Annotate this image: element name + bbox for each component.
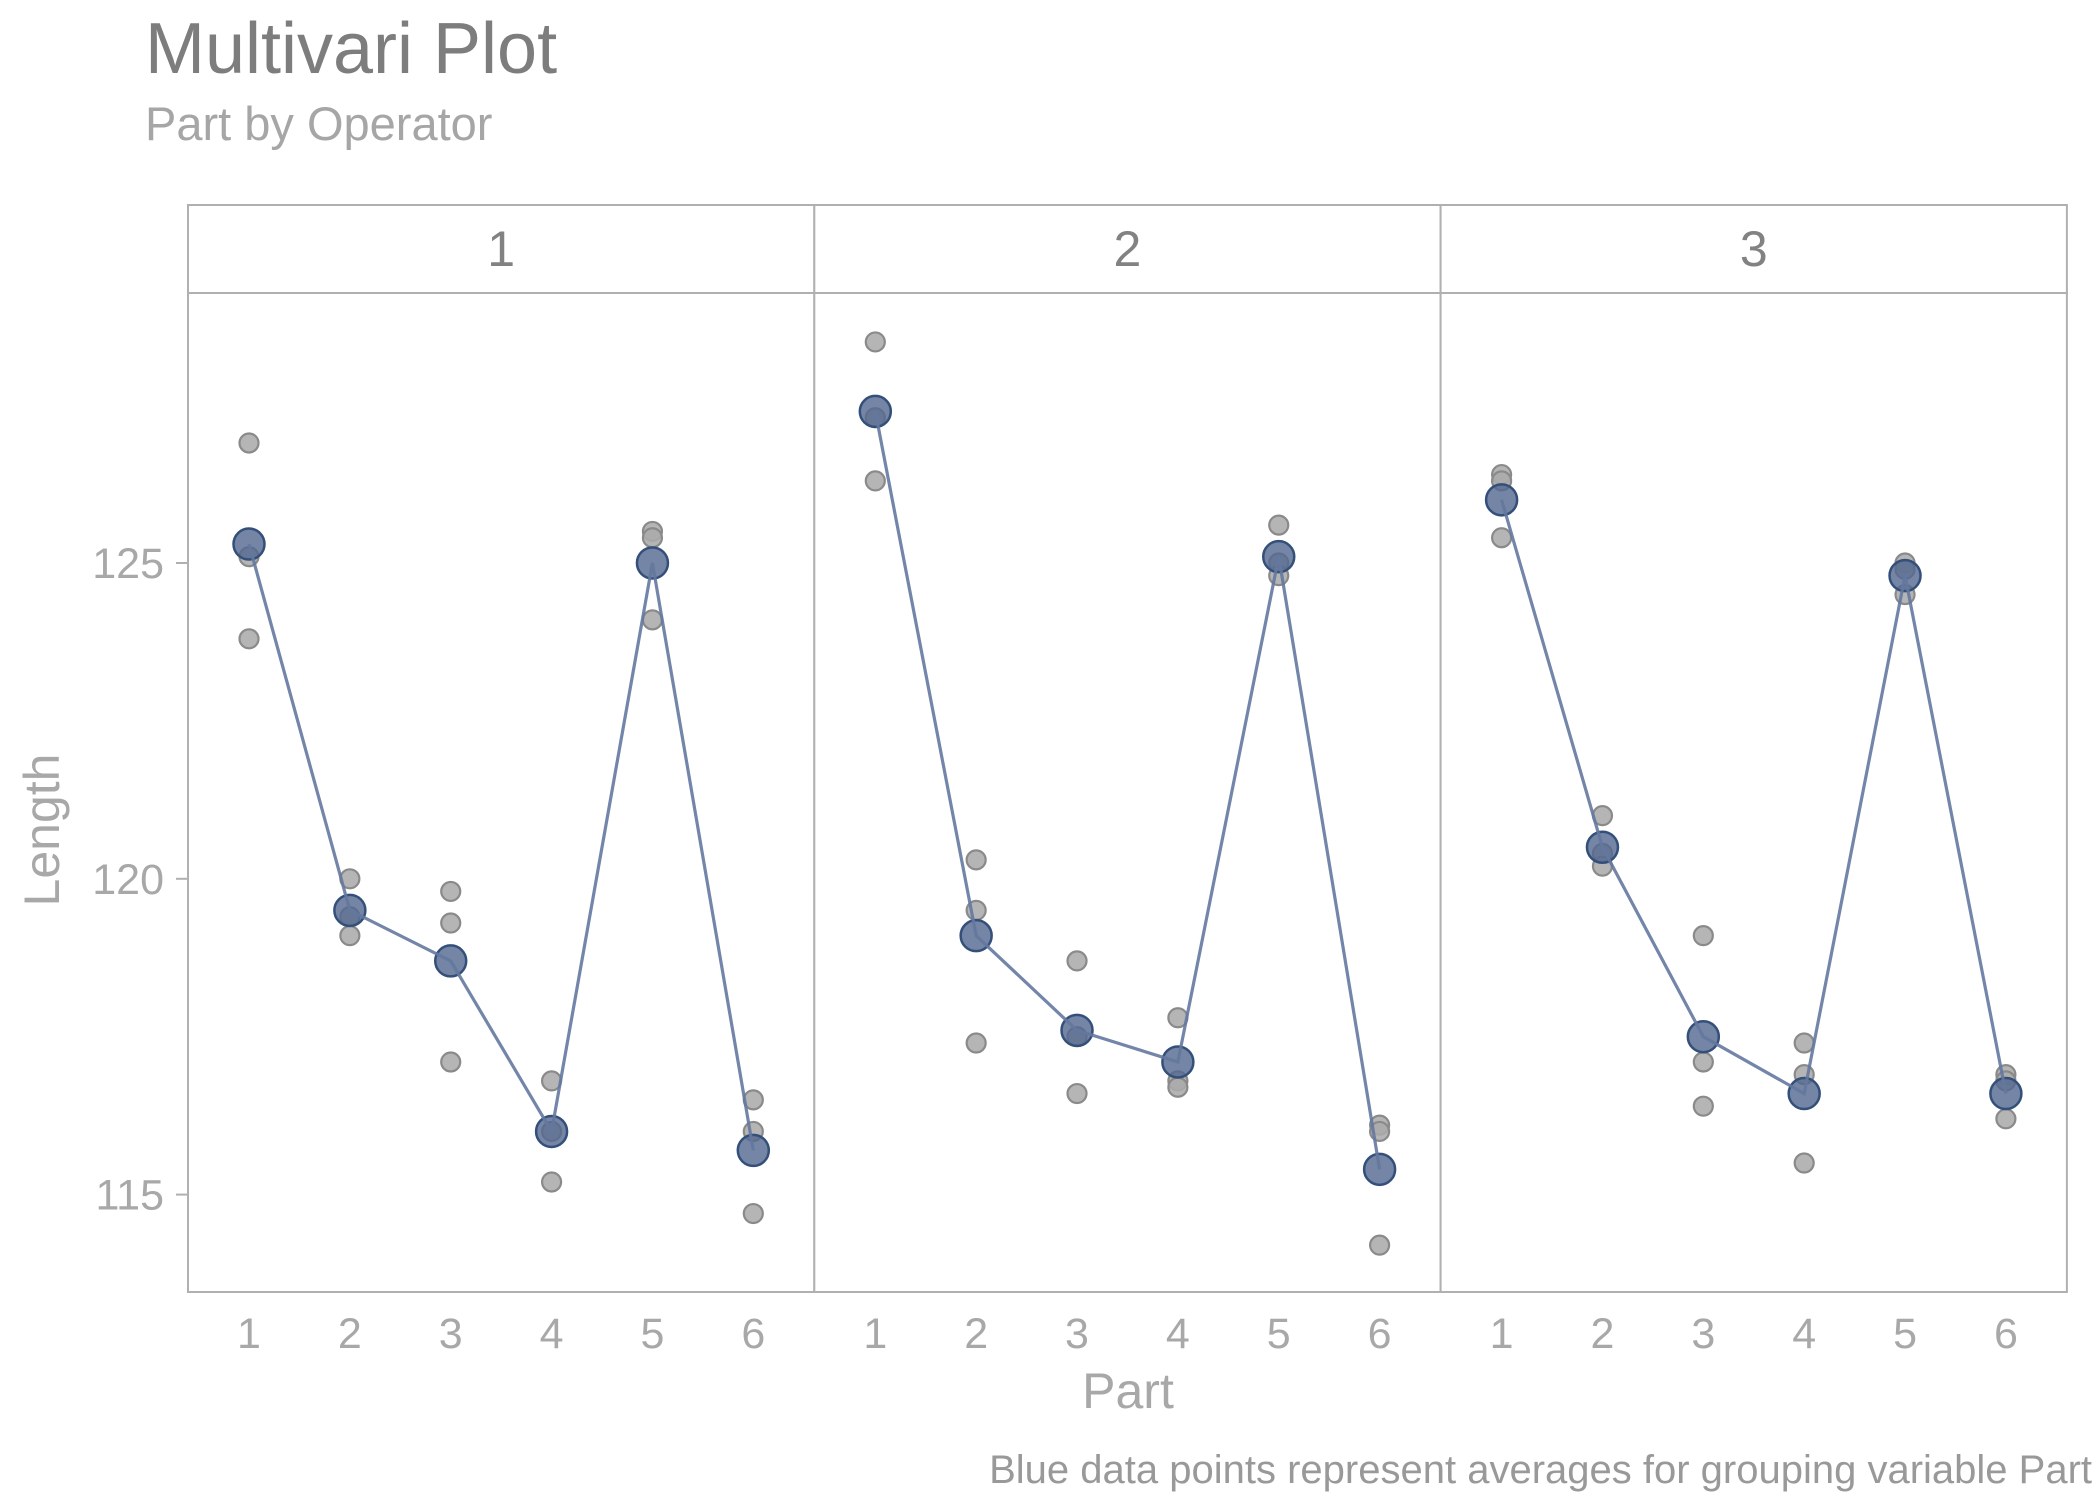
facet-strip (813, 204, 1442, 294)
individual-point (965, 1032, 987, 1054)
x-axis-title: Part (1082, 1363, 1174, 1419)
x-tick-label: 1 (237, 1310, 261, 1358)
individual-point (1268, 514, 1290, 536)
facet-strip (1439, 204, 2068, 294)
individual-point (1167, 1076, 1189, 1098)
y-tick-label: 115 (95, 1172, 164, 1220)
x-tick-label: 3 (439, 1310, 463, 1358)
individual-point (641, 609, 664, 631)
y-tick-label: 125 (92, 540, 164, 588)
x-tick-label: 2 (338, 1310, 362, 1358)
panel (1439, 292, 2068, 1293)
x-tick-label: 1 (1490, 1310, 1514, 1358)
chart-title: Multivari Plot (145, 9, 558, 89)
average-line (247, 543, 755, 1151)
x-tick-label: 4 (540, 1310, 564, 1358)
individual-point (440, 912, 462, 934)
average-point (1484, 483, 1519, 517)
panel (813, 292, 1442, 1293)
x-tick-label: 4 (1792, 1310, 1816, 1358)
x-tick-label: 3 (1691, 1310, 1715, 1358)
individual-point (1066, 950, 1088, 972)
x-tick-label: 4 (1166, 1310, 1190, 1358)
individual-point (238, 432, 260, 454)
average-line (1500, 499, 2008, 1097)
individual-point (1793, 1152, 1815, 1174)
average-line (873, 411, 1382, 1170)
individual-point (1368, 1234, 1391, 1256)
facet-strip-label: 3 (1740, 221, 1768, 277)
y-tick-label: 120 (92, 856, 164, 904)
individual-point (1066, 1082, 1088, 1105)
x-tick-label: 6 (741, 1310, 765, 1358)
individual-point (440, 880, 462, 903)
individual-point (1490, 527, 1513, 549)
individual-point (540, 1171, 563, 1193)
facet-strip-label: 1 (487, 221, 515, 277)
individual-point (864, 470, 886, 492)
x-tick-label: 2 (964, 1310, 988, 1358)
facet-strip-label: 2 (1114, 221, 1142, 277)
individual-point (965, 849, 987, 871)
individual-point (641, 527, 664, 549)
individual-point (1995, 1108, 2017, 1130)
x-tick-label: 1 (863, 1310, 887, 1358)
individual-point (1692, 925, 1714, 947)
individual-point (864, 331, 886, 353)
individual-point (1692, 1095, 1714, 1117)
y-axis-title: Length (14, 753, 70, 907)
x-tick-label: 5 (640, 1310, 664, 1358)
chart-caption: Blue data points represent averages for … (989, 1448, 2092, 1492)
individual-point (339, 925, 361, 947)
x-tick-label: 2 (1590, 1310, 1614, 1358)
x-tick-label: 6 (1368, 1310, 1392, 1358)
panel (187, 292, 816, 1293)
individual-point (440, 1051, 462, 1073)
chart-subtitle: Part by Operator (145, 97, 493, 150)
x-tick-label: 6 (1994, 1310, 2018, 1358)
x-tick-label: 5 (1893, 1310, 1917, 1358)
x-tick-label: 3 (1065, 1310, 1089, 1358)
individual-point (1793, 1032, 1815, 1054)
individual-point (1692, 1051, 1714, 1073)
individual-point (742, 1202, 764, 1225)
individual-point (238, 628, 260, 650)
x-tick-label: 5 (1267, 1310, 1291, 1358)
